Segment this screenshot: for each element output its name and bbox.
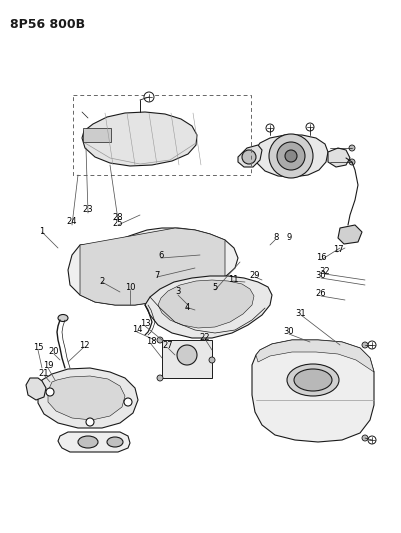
Text: 7: 7 (154, 271, 159, 279)
Circle shape (86, 418, 94, 426)
Text: 15: 15 (32, 343, 43, 352)
Circle shape (176, 345, 196, 365)
Circle shape (367, 341, 375, 349)
Text: 32: 32 (319, 268, 330, 277)
Circle shape (361, 435, 367, 441)
Circle shape (46, 388, 54, 396)
Circle shape (284, 150, 296, 162)
Text: 26: 26 (315, 289, 326, 298)
Text: 27: 27 (162, 342, 173, 351)
Text: 13: 13 (139, 319, 150, 328)
Text: 8: 8 (273, 233, 278, 243)
Text: 20: 20 (49, 348, 59, 357)
Ellipse shape (171, 247, 190, 259)
Circle shape (348, 145, 354, 151)
Polygon shape (83, 241, 215, 287)
Polygon shape (158, 280, 253, 328)
Ellipse shape (78, 436, 98, 448)
Text: 3: 3 (175, 287, 180, 296)
Polygon shape (82, 112, 196, 166)
Circle shape (157, 375, 162, 381)
Ellipse shape (151, 253, 164, 260)
Text: 8P56 800B: 8P56 800B (10, 18, 85, 31)
Circle shape (361, 342, 367, 348)
Circle shape (157, 337, 162, 343)
Ellipse shape (148, 250, 168, 262)
Ellipse shape (105, 261, 118, 268)
Ellipse shape (286, 364, 338, 396)
Polygon shape (251, 340, 373, 442)
Polygon shape (255, 340, 373, 372)
Ellipse shape (102, 258, 122, 270)
Ellipse shape (174, 249, 187, 256)
Text: 14: 14 (132, 326, 142, 335)
Text: 23: 23 (83, 206, 93, 214)
Text: 10: 10 (124, 284, 135, 293)
Text: 2: 2 (99, 278, 104, 287)
Text: 30: 30 (283, 327, 294, 336)
Text: 1: 1 (39, 228, 45, 237)
Text: 29: 29 (249, 271, 259, 279)
Polygon shape (38, 368, 138, 428)
Polygon shape (58, 432, 130, 452)
Circle shape (241, 150, 255, 164)
Text: 30: 30 (315, 271, 326, 280)
Text: 17: 17 (332, 246, 342, 254)
Text: 25: 25 (112, 219, 123, 228)
Text: 4: 4 (184, 303, 189, 311)
Text: 21: 21 (38, 368, 49, 377)
Circle shape (268, 134, 312, 178)
Polygon shape (327, 148, 349, 167)
Polygon shape (145, 276, 271, 338)
Polygon shape (68, 228, 237, 305)
Circle shape (265, 124, 273, 132)
Text: 24: 24 (67, 217, 77, 227)
Polygon shape (237, 145, 261, 167)
Text: 9: 9 (286, 233, 291, 243)
Ellipse shape (128, 256, 141, 264)
Bar (83, 128, 111, 142)
Text: 18: 18 (145, 337, 156, 346)
Text: 28: 28 (112, 214, 123, 222)
Polygon shape (80, 228, 225, 305)
Text: 22: 22 (199, 333, 210, 342)
Bar (162, 340, 211, 378)
Text: 5: 5 (212, 284, 217, 293)
Circle shape (305, 123, 313, 131)
Bar (73, 95, 250, 175)
Ellipse shape (107, 437, 123, 447)
Text: 11: 11 (227, 274, 238, 284)
Text: 12: 12 (79, 341, 89, 350)
Circle shape (367, 436, 375, 444)
Circle shape (209, 357, 215, 363)
Polygon shape (337, 225, 361, 244)
Text: 6: 6 (158, 252, 163, 261)
Ellipse shape (58, 314, 68, 321)
Ellipse shape (293, 369, 331, 391)
Text: 16: 16 (315, 254, 326, 262)
Text: 31: 31 (295, 309, 306, 318)
Circle shape (124, 398, 132, 406)
Circle shape (348, 159, 354, 165)
Circle shape (276, 142, 304, 170)
Text: 19: 19 (43, 361, 53, 370)
Polygon shape (253, 135, 327, 177)
Polygon shape (26, 378, 46, 400)
Polygon shape (48, 376, 125, 420)
Ellipse shape (125, 254, 145, 266)
Circle shape (144, 92, 154, 102)
